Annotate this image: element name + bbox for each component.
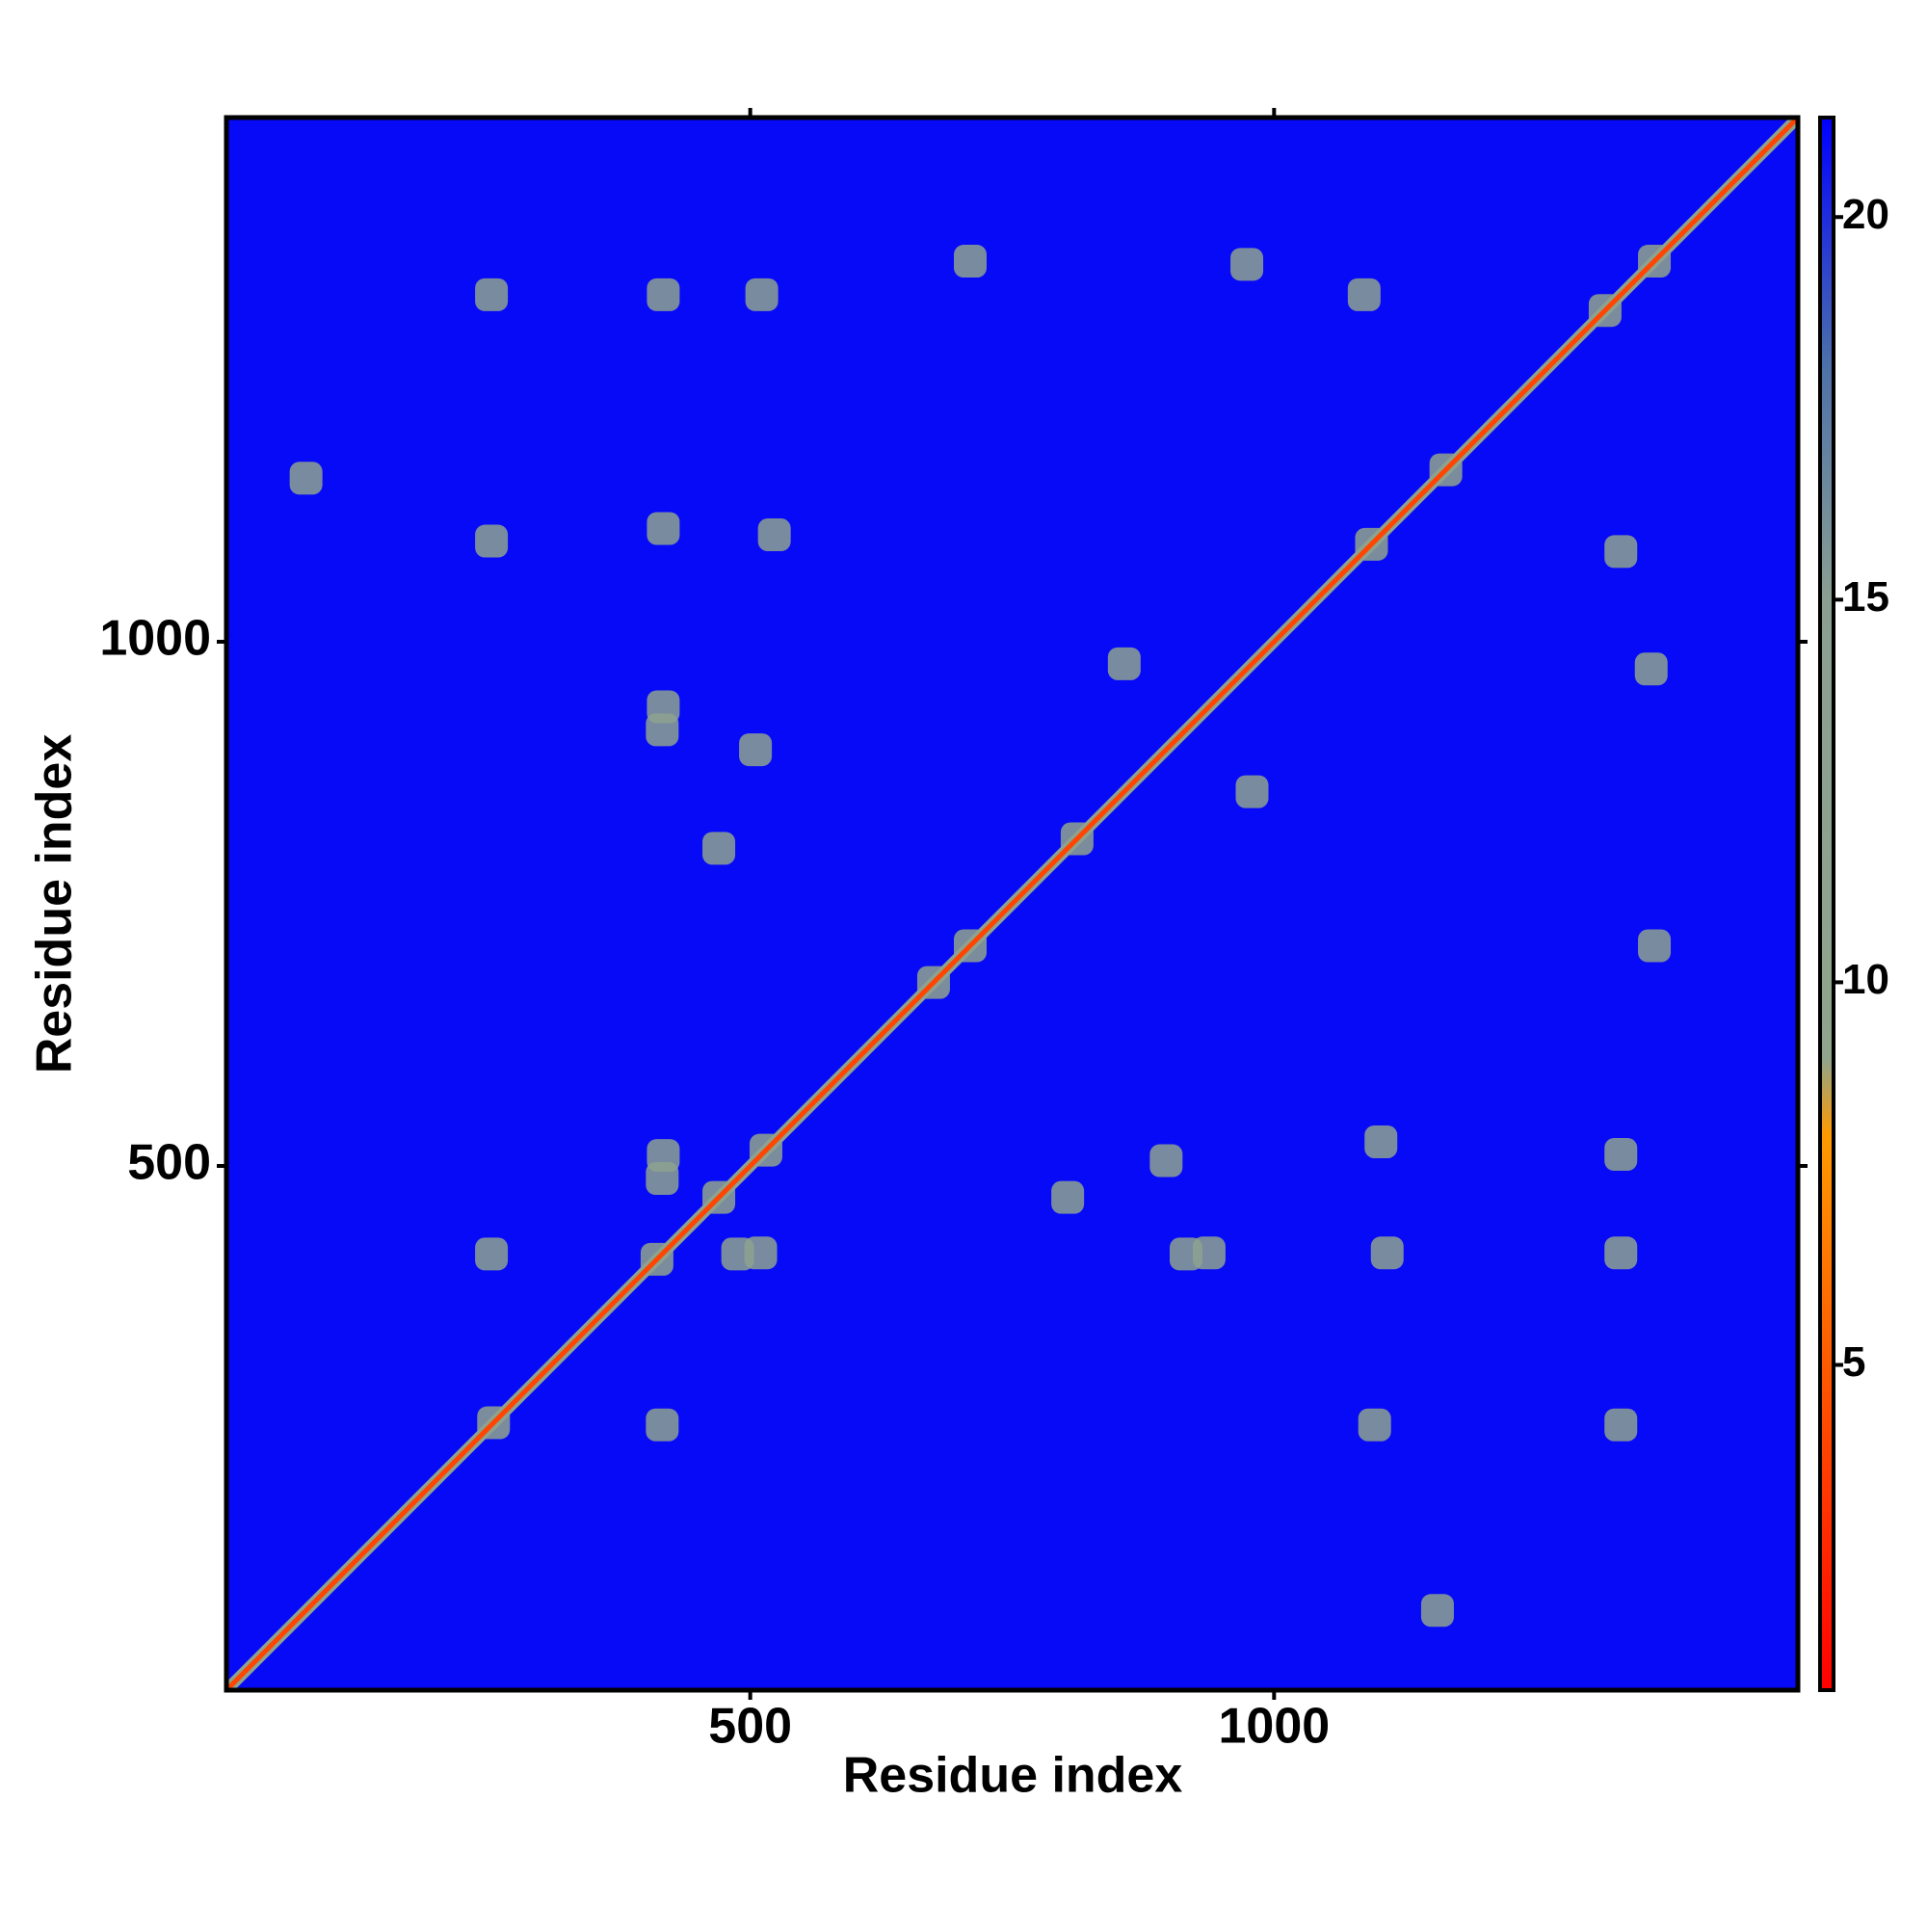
- heatmap-cell: [1604, 1408, 1638, 1442]
- heatmap-cell: [954, 245, 988, 278]
- colorbar-tick-label: 15: [1842, 573, 1889, 621]
- y-tick-label: 1000: [99, 611, 211, 667]
- heatmap-cell: [1638, 929, 1672, 963]
- heatmap-cell: [1604, 1236, 1638, 1270]
- heatmap-cell: [646, 713, 679, 747]
- heatmap-cell: [1169, 1237, 1202, 1271]
- heatmap-cell: [1235, 775, 1269, 808]
- heatmap-cell: [702, 832, 736, 865]
- heatmap-cell: [1149, 1144, 1183, 1178]
- heatmap-cell: [1634, 652, 1668, 686]
- y-tick-label: 500: [127, 1135, 211, 1191]
- colorbar: [1818, 116, 1835, 1692]
- x-tick-label: 500: [708, 1699, 792, 1755]
- plot-area: [226, 118, 1798, 1690]
- diagonal: [226, 118, 1798, 1690]
- heatmap-cell: [647, 512, 680, 545]
- plot-frame: [224, 115, 1801, 1693]
- heatmap-cell: [745, 278, 779, 311]
- heatmap-cell: [1358, 1408, 1391, 1442]
- heatmap-cell: [475, 278, 509, 311]
- colorbar-tick-label: 20: [1842, 191, 1889, 238]
- heatmap-cell: [646, 1162, 679, 1196]
- heatmap-cell: [475, 1237, 509, 1271]
- heatmap-cell: [1364, 1125, 1398, 1158]
- heatmap-cell: [1604, 1138, 1638, 1172]
- heatmap-cell: [1370, 1236, 1404, 1270]
- colorbar-tick-label: 10: [1842, 956, 1889, 1003]
- heatmap-cell: [1347, 278, 1381, 311]
- heatmap-cell: [646, 1408, 679, 1442]
- x-axis-title: Residue index: [843, 1748, 1183, 1804]
- heatmap-cell: [1107, 647, 1141, 680]
- y-axis-title: Residue index: [27, 734, 83, 1074]
- heatmap-cell: [721, 1237, 754, 1271]
- x-tick-label: 1000: [1218, 1699, 1330, 1755]
- heatmap-cell: [647, 278, 680, 311]
- heatmap-cell: [1051, 1180, 1085, 1214]
- heatmap-cell: [739, 733, 773, 767]
- heatmap-cell: [289, 462, 323, 495]
- heatmap-cell: [757, 518, 791, 552]
- heatmap-cell: [1230, 248, 1264, 281]
- colorbar-tick-label: 5: [1842, 1338, 1865, 1386]
- heatmap-cell: [1420, 1594, 1454, 1628]
- heatmap-cell: [1604, 535, 1638, 569]
- heatmap-cell: [475, 524, 509, 558]
